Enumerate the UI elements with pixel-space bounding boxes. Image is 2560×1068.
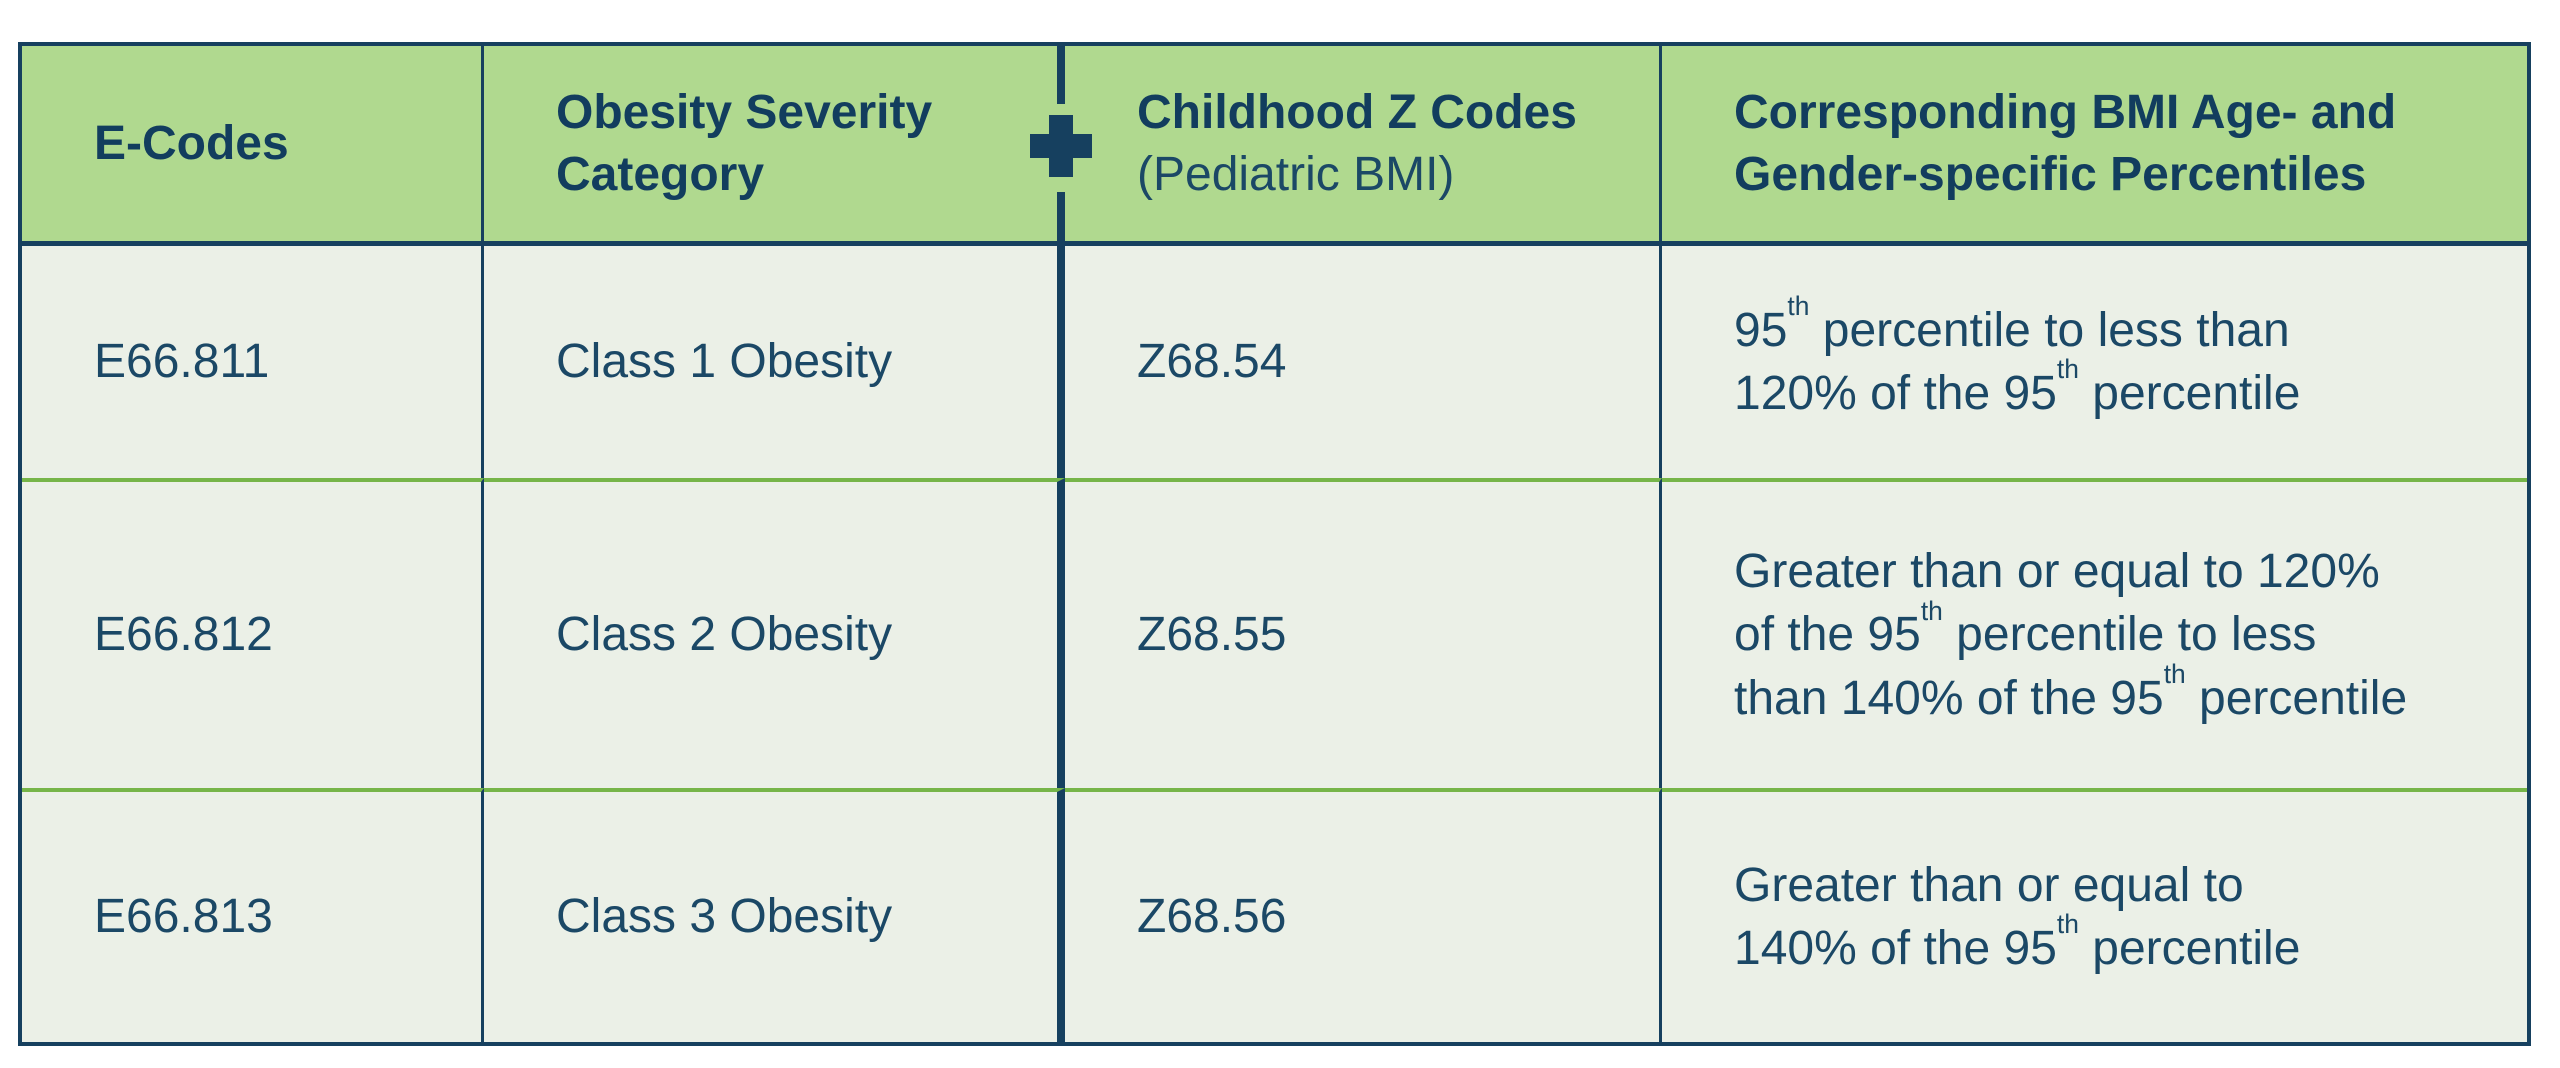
table-row-1-z-code: Z68.54 — [1065, 246, 1662, 478]
header-e-codes-label: E-Codes — [94, 116, 289, 170]
percentile-value: Greater than or equal to 120% of the 95th… — [1734, 544, 2408, 725]
percentile-value: 95th percentile to less than 120% of the … — [1734, 290, 2301, 420]
percentile-value: Greater than or equal to 140% of the 95th… — [1734, 858, 2301, 975]
z-code-value: Z68.56 — [1137, 890, 1287, 944]
z-code-value: Z68.55 — [1137, 608, 1287, 662]
e-code-value: E66.812 — [94, 608, 273, 662]
header-childhood-z-codes: Childhood Z Codes (Pediatric BMI) — [1065, 46, 1662, 246]
e-code-value: E66.813 — [94, 890, 273, 944]
table-row-1-severity: Class 1 Obesity — [484, 246, 1065, 478]
severity-value: Class 1 Obesity — [556, 335, 893, 389]
coding-reference-table: E-Codes Obesity Severity Category Childh… — [18, 42, 2531, 1046]
header-z-codes-label: Childhood Z Codes — [1137, 86, 1577, 140]
table-row-3-e-code: E66.813 — [22, 788, 484, 1042]
table-row-1-percentile: 95th percentile to less than 120% of the … — [1662, 246, 2527, 478]
header-bmi-percentiles: Corresponding BMI Age- and Gender-specif… — [1662, 46, 2527, 246]
header-z-codes-sublabel: (Pediatric BMI) — [1137, 147, 1455, 201]
table-row-2-severity: Class 2 Obesity — [484, 478, 1065, 788]
table-row-3-percentile: Greater than or equal to 140% of the 95th… — [1662, 788, 2527, 1042]
severity-value: Class 3 Obesity — [556, 890, 893, 944]
table-row-2-percentile: Greater than or equal to 120% of the 95th… — [1662, 478, 2527, 788]
header-obesity-severity-category: Obesity Severity Category — [484, 46, 1065, 246]
plus-icon — [1030, 115, 1092, 177]
e-code-value: E66.811 — [94, 335, 270, 389]
table-row-3-z-code: Z68.56 — [1065, 788, 1662, 1042]
table-row-2-e-code: E66.812 — [22, 478, 484, 788]
header-e-codes: E-Codes — [22, 46, 484, 246]
header-obesity-severity-label: Obesity Severity Category — [556, 86, 933, 201]
severity-value: Class 2 Obesity — [556, 608, 893, 662]
table-row-1-e-code: E66.811 — [22, 246, 484, 478]
z-code-value: Z68.54 — [1137, 335, 1287, 389]
table-row-2-z-code: Z68.55 — [1065, 478, 1662, 788]
table-row-3-severity: Class 3 Obesity — [484, 788, 1065, 1042]
header-bmi-percentiles-label: Corresponding BMI Age- and Gender-specif… — [1734, 86, 2397, 201]
